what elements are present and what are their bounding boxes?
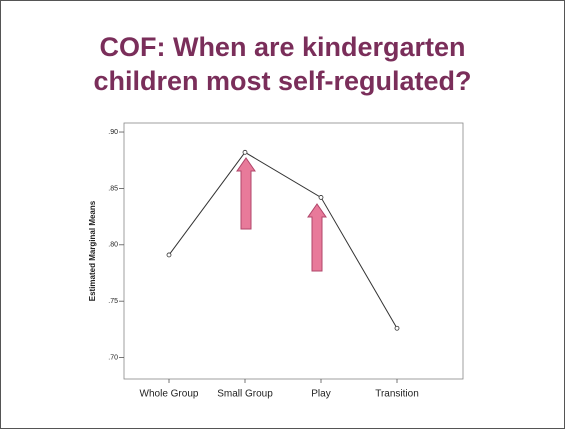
y-tick-label: .70 bbox=[108, 354, 118, 361]
point bbox=[166, 252, 172, 258]
plot-frame bbox=[123, 122, 464, 380]
arrow bbox=[307, 203, 327, 272]
x-tick-label: Whole Group bbox=[140, 389, 199, 400]
point bbox=[318, 195, 324, 200]
x-tick-label: Small Group bbox=[217, 389, 273, 400]
x-tick-label: Transition bbox=[375, 389, 419, 400]
arrow bbox=[236, 157, 256, 230]
y-tick-label: .85 bbox=[108, 185, 118, 192]
slide-title: COF: When are kindergarten children most… bbox=[93, 32, 472, 96]
point bbox=[242, 149, 248, 155]
x-tick-label: Play bbox=[311, 389, 330, 400]
y-tick-label: .75 bbox=[108, 298, 118, 305]
y-axis-label: Estimated Marginal Means bbox=[88, 200, 97, 301]
y-tick-label: .80 bbox=[108, 242, 118, 249]
line bbox=[168, 151, 398, 329]
y-tick-label: .90 bbox=[108, 129, 118, 136]
point bbox=[394, 325, 400, 331]
